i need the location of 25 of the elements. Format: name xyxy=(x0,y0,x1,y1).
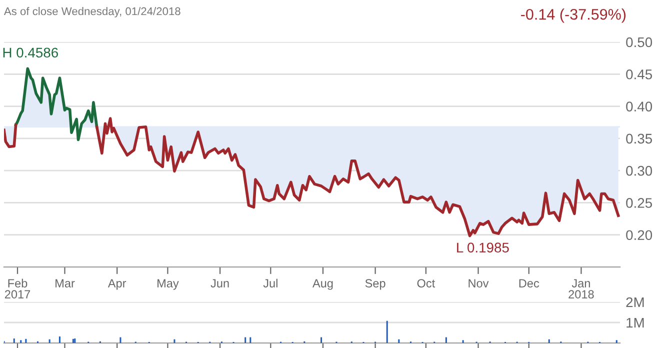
y-tick-label: 0.25 xyxy=(626,198,652,208)
x-tick-label: Aug xyxy=(312,279,333,290)
x-tick-label: Feb 2017 xyxy=(4,278,30,298)
y-tick-label: 0.35 xyxy=(626,134,652,144)
x-tick-label: Jan 2018 xyxy=(568,279,594,298)
text: -0.14 (-37.59%) xyxy=(521,8,626,23)
x-tick-label: May xyxy=(158,279,179,290)
x-tick-label: Jun xyxy=(210,279,229,288)
y-tick-label: 0.50 xyxy=(626,37,652,48)
x-tick-label: Jul xyxy=(263,278,278,288)
chart-subtitle: As of close Wednesday, 01/24/2018 xyxy=(4,7,180,18)
x-tick-label: Dec xyxy=(519,279,540,288)
annotation: H 0.4586 xyxy=(3,48,58,58)
y-tick-label: 0.30 xyxy=(626,166,652,176)
y-tick-label: 1M xyxy=(626,318,644,328)
x-tick-label: Mar xyxy=(56,279,75,288)
x-tick-label: Sep xyxy=(365,279,386,290)
y-tick-label: 0.20 xyxy=(626,230,652,240)
y-tick-label: 0.45 xyxy=(626,69,652,80)
x-tick-label: Nov xyxy=(468,279,489,288)
x-tick-label: Oct xyxy=(417,279,436,288)
y-tick-label: 0.40 xyxy=(626,102,652,112)
x-tick-label: Apr xyxy=(108,279,126,290)
annotation: L 0.1985 xyxy=(457,242,509,253)
y-tick-label: 2M xyxy=(626,297,644,308)
